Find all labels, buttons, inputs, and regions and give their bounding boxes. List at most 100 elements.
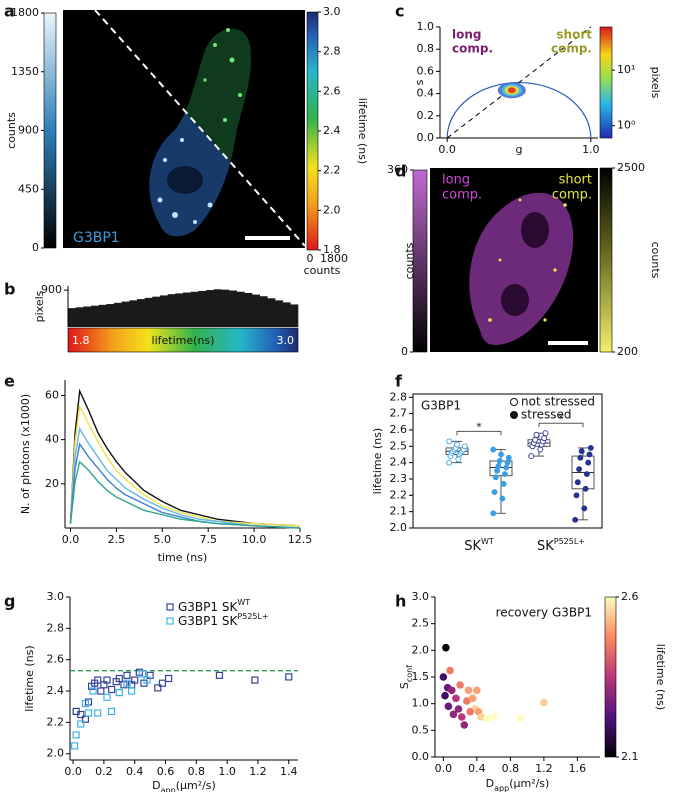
data-point [460,721,469,729]
colorbar [599,26,613,139]
colorbar [306,11,319,251]
y-tick-label: 2.0 [47,747,65,760]
data-point [461,443,468,450]
x-tick-label: 1.6 [569,762,587,775]
data-point [452,694,460,703]
data-point [494,467,501,474]
y-tick-label: 20 [45,477,59,490]
colorbar-tick-label: 2.8 [323,45,341,58]
data-point [483,714,491,723]
annotation: comp. [452,42,493,56]
colorbar [43,12,57,249]
y-tick-label: 900 [41,283,62,296]
y-tick-label: 2.4 [47,684,65,697]
data-point [573,492,580,499]
panel-label: g [4,592,15,611]
data-point [501,471,508,478]
histogram-bar [137,299,145,327]
histogram-bar [275,300,283,327]
y-tick-label: 2.2 [390,488,408,501]
panel-label: f [395,372,403,391]
data-point [154,684,162,692]
annotation: long [442,173,470,188]
legend-label-part: G3BP1 SK [178,614,238,628]
y-tick-label: 2.0 [390,521,408,534]
histogram-bar [229,290,237,327]
x-tick-label: 1.2 [249,765,267,778]
x-axis-label: Dapp(µm²/s) [152,779,216,792]
data-point [77,720,85,728]
significance: * [558,412,564,425]
data-point [455,456,462,463]
histogram-bar [213,289,222,327]
x-axis-label: time (ns) [158,551,208,564]
x-tick-label: 0.4 [126,765,144,778]
histogram-bar [68,308,76,327]
histogram-bar [152,296,161,327]
decay-curve [69,388,301,527]
annotation: recovery G3BP1 [496,606,592,620]
histogram-bar [198,290,207,327]
data-point [528,453,535,460]
x-tick-label: 0.2 [95,765,113,778]
colorbar-tick-label: 2500 [617,161,645,174]
data-point [71,742,79,750]
data-point [500,480,507,487]
histogram-bar [252,294,260,327]
data-point [496,458,503,464]
x-axis-label: Dapp(µm²/s) [486,777,550,792]
data-point [533,431,540,438]
data-point [454,441,460,448]
data-point [577,454,584,461]
data-point [505,454,512,461]
y-tick-label: 2.0 [412,643,430,656]
granules [488,198,567,322]
histogram-bar [144,297,153,327]
colorbar-label: lifetime (ns) [654,644,667,710]
histogram-bar [114,302,122,327]
image-label: G3BP1 [73,230,120,246]
colorbar-label: counts [403,242,416,279]
data-point [541,435,548,442]
colorbar-label: counts [5,112,18,149]
data-point [103,693,111,701]
legend-marker [166,603,174,611]
histogram-bar [183,292,191,327]
data-point [582,485,589,492]
y-tick-label: 2.2 [47,715,65,728]
data-point [84,709,93,717]
y-tick-label: 0.0 [412,750,430,763]
data-point [441,691,449,700]
data-point [516,714,525,722]
x-tick-label: 0.0 [435,762,453,775]
histogram-bar [267,298,276,327]
x-tick-label: SKP525L+ [537,537,585,554]
x-tick-label-part: SK [537,539,554,554]
y-tick-label: 2.3 [390,472,408,485]
y-tick-label: 1.5 [412,670,430,683]
y-axis-label: lifetime (ns) [371,428,384,494]
data-point [103,676,111,684]
y-tick-label: 1.0 [412,697,430,710]
y-axis-label: pixels [33,290,46,322]
histogram-bar [83,306,92,327]
colorbar-tick-label: 0 [401,345,408,358]
x-tick-label: 0.4 [468,762,486,775]
y-tick-label: 60 [45,388,59,401]
data-point [456,681,464,689]
x-tick-label: 0.6 [157,765,175,778]
y-tick-label: 0.4 [417,87,435,100]
data-point [503,464,510,471]
colorbar-tick-label: 2.6 [621,590,639,603]
x-axis-label-part: D [486,777,494,790]
colorbar-label: lifetime (ns) [356,98,369,164]
data-point [489,713,498,721]
colorbar-label: counts [304,264,341,277]
data-point [499,495,506,502]
data-point [466,707,474,716]
annotation: comp. [552,188,592,203]
data-point [477,713,485,721]
colorbar-tick-label: 0 [307,252,314,265]
histogram-bar [236,291,245,327]
data-point [449,710,458,719]
